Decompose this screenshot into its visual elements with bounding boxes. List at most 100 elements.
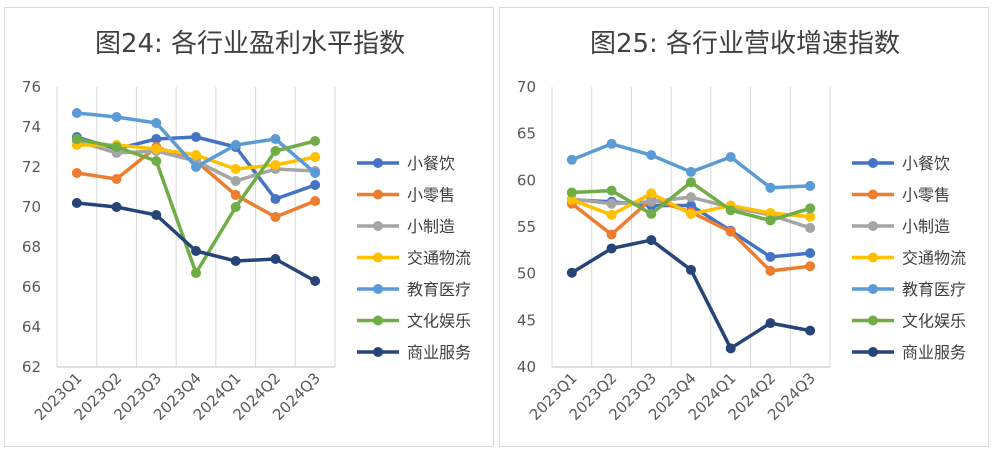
data-point xyxy=(71,198,82,208)
legend-swatch-marker xyxy=(373,158,383,168)
data-point xyxy=(606,185,617,196)
legend-label: 商业服务 xyxy=(407,343,471,362)
legend-swatch-marker xyxy=(868,221,878,231)
data-point xyxy=(111,202,122,212)
legend-swatch-marker xyxy=(373,284,383,294)
data-point xyxy=(230,256,241,266)
legend-swatch-marker xyxy=(373,315,383,326)
data-point xyxy=(805,180,816,191)
legend-label: 文化娱乐 xyxy=(902,312,966,331)
data-point xyxy=(566,267,577,278)
legend-swatch-marker xyxy=(868,315,878,326)
y-tick-label: 76 xyxy=(22,78,41,96)
legend-label: 小餐饮 xyxy=(902,154,950,173)
data-point xyxy=(151,134,162,144)
y-tick-label: 62 xyxy=(22,358,41,376)
y-tick-label: 45 xyxy=(517,311,536,329)
data-point xyxy=(270,254,281,264)
y-tick-label: 40 xyxy=(517,358,536,376)
data-point xyxy=(111,142,122,152)
data-point xyxy=(646,150,657,161)
data-point xyxy=(725,226,736,237)
y-tick-label: 64 xyxy=(22,318,41,336)
y-tick-label: 68 xyxy=(22,238,41,256)
legend-swatch-marker xyxy=(868,189,878,200)
chart-panel-right: 图25: 各行业营收增速指数 40 45 50 55 60 65 70 2023Q1 2023Q2… xyxy=(499,7,989,447)
data-point xyxy=(646,208,657,219)
data-point xyxy=(230,164,241,174)
data-point xyxy=(230,140,241,150)
data-point xyxy=(805,203,816,214)
chart-svg-left: 图24: 各行业盈利水平指数62646668707274762023Q12023… xyxy=(22,29,471,424)
y-tick-label: 66 xyxy=(22,278,41,296)
data-point xyxy=(270,212,281,222)
legend-label: 商业服务 xyxy=(902,343,966,362)
data-point xyxy=(566,194,577,205)
data-point xyxy=(686,166,696,177)
legend-swatch-marker xyxy=(373,347,383,357)
data-point xyxy=(270,146,281,156)
data-point xyxy=(191,268,201,278)
data-point xyxy=(646,235,657,246)
data-point xyxy=(646,196,657,207)
data-point xyxy=(765,265,776,276)
data-point xyxy=(765,318,776,329)
legend-label: 小零售 xyxy=(902,186,950,205)
data-point xyxy=(765,251,776,262)
data-point xyxy=(151,118,162,128)
legend-label: 交通物流 xyxy=(902,249,966,268)
data-point xyxy=(805,325,816,336)
data-point xyxy=(310,180,321,190)
y-tick-label: 60 xyxy=(517,171,536,189)
legend-swatch-marker xyxy=(373,189,383,200)
legend-label: 小餐饮 xyxy=(407,154,455,173)
data-point xyxy=(310,276,321,286)
data-point xyxy=(270,160,281,170)
data-point xyxy=(765,182,776,193)
data-point xyxy=(310,168,321,178)
chart-title: 图24: 各行业盈利水平指数 xyxy=(95,29,405,59)
data-point xyxy=(230,202,241,212)
data-point xyxy=(805,248,816,259)
data-point xyxy=(191,132,201,142)
data-point xyxy=(725,343,736,354)
data-point xyxy=(765,208,776,218)
data-point xyxy=(191,246,201,256)
data-point xyxy=(606,198,617,209)
data-point xyxy=(765,215,776,226)
y-tick-label: 72 xyxy=(22,158,41,176)
data-point xyxy=(270,134,281,144)
data-point xyxy=(725,152,736,162)
data-point xyxy=(566,154,577,165)
legend-swatch-marker xyxy=(373,252,383,263)
data-point xyxy=(606,243,617,254)
data-point xyxy=(805,222,816,233)
chart-title: 图25: 各行业营收增速指数 xyxy=(590,29,900,59)
y-tick-label: 74 xyxy=(22,118,41,136)
data-point xyxy=(111,112,122,122)
data-point xyxy=(151,156,162,166)
legend-swatch-marker xyxy=(373,221,383,231)
legend-label: 教育医疗 xyxy=(407,280,471,299)
data-point xyxy=(606,229,617,240)
chart-panel-left: 图24: 各行业盈利水平指数 62 64 66 68 70 72 74 76 2023Q1 2023… xyxy=(4,7,494,447)
legend-label: 小制造 xyxy=(407,217,455,236)
data-point xyxy=(71,108,82,118)
data-point xyxy=(310,136,321,146)
data-point xyxy=(566,187,577,198)
data-point xyxy=(310,196,321,206)
data-point xyxy=(230,176,241,186)
data-point xyxy=(151,144,162,154)
legend-swatch-marker xyxy=(868,252,878,263)
legend-swatch-marker xyxy=(868,284,878,294)
legend-label: 小零售 xyxy=(407,186,455,205)
data-point xyxy=(646,188,657,199)
data-point xyxy=(71,168,82,178)
data-point xyxy=(270,194,281,204)
data-point xyxy=(111,174,122,184)
chart-svg-right: 图25: 各行业营收增速指数404550556065702023Q12023Q2… xyxy=(517,29,966,424)
legend-label: 教育医疗 xyxy=(902,280,966,299)
y-tick-label: 55 xyxy=(517,218,536,236)
data-point xyxy=(686,177,696,188)
data-point xyxy=(686,192,696,203)
